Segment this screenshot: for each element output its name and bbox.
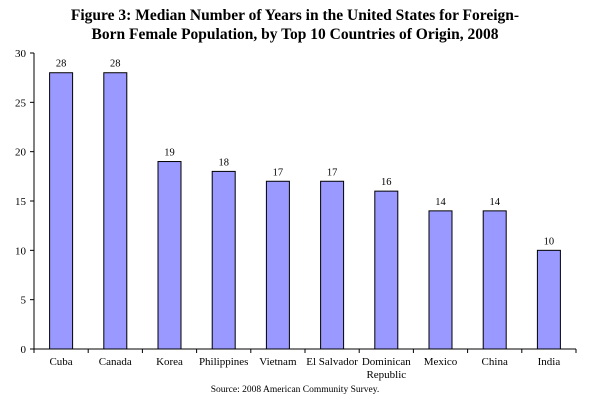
data-label: 17 [327,167,338,178]
bar [320,180,345,350]
y-tick-label: 25 [15,97,27,109]
y-tick-label: 5 [21,295,27,307]
x-tick-label: Mexico [424,356,458,368]
x-tick-label: Vietnam [259,356,297,368]
data-label: 14 [489,197,500,208]
bar [482,210,507,350]
y-axis: 0 5 10 15 20 25 30 [15,48,35,356]
data-labels: 28 28 19 18 17 17 16 14 14 10 [56,59,554,248]
bar [428,210,453,350]
bars [49,72,561,350]
data-label: 19 [164,148,175,159]
x-tick-label: China [482,356,508,368]
y-tick-label: 0 [21,344,27,356]
data-label: 10 [544,236,555,247]
x-tick-label: Philippines [199,356,249,368]
chart-title-line-2: Born Female Population, by Top 10 Countr… [91,26,499,43]
data-label: 16 [381,177,392,188]
x-tick-label: El Salvador [306,356,358,368]
bar [536,249,561,350]
x-tick-label: India [538,356,561,368]
x-tick-labels: Cuba Canada Korea Philippines Vietnam El Salv… [49,356,560,381]
y-tick-label: 15 [15,196,27,208]
chart-title-line-1: Figure 3: Median Number of Years in the … [70,7,520,24]
bar [265,180,290,350]
y-tick-label: 30 [15,48,27,60]
x-tick-label: Dominican Republic [362,356,411,381]
x-tick-label: Cuba [49,356,72,368]
bar [374,190,399,350]
y-tick-label: 20 [15,147,27,159]
data-label: 18 [218,157,229,168]
data-label: 17 [273,167,284,178]
bar [211,170,236,350]
y-tick-label: 10 [15,245,27,257]
bar [157,161,182,350]
x-tick-label: Korea [156,356,183,368]
source-note: Source: 2008 American Community Survey. [210,385,380,395]
x-tick-label: Canada [99,356,132,368]
chart-title: Figure 3: Median Number of Years in the … [0,6,590,44]
data-label: 28 [56,59,67,70]
x-axis [33,348,577,353]
bar [49,72,74,350]
data-label: 14 [435,197,446,208]
data-label: 28 [110,59,121,70]
bar [103,72,128,350]
